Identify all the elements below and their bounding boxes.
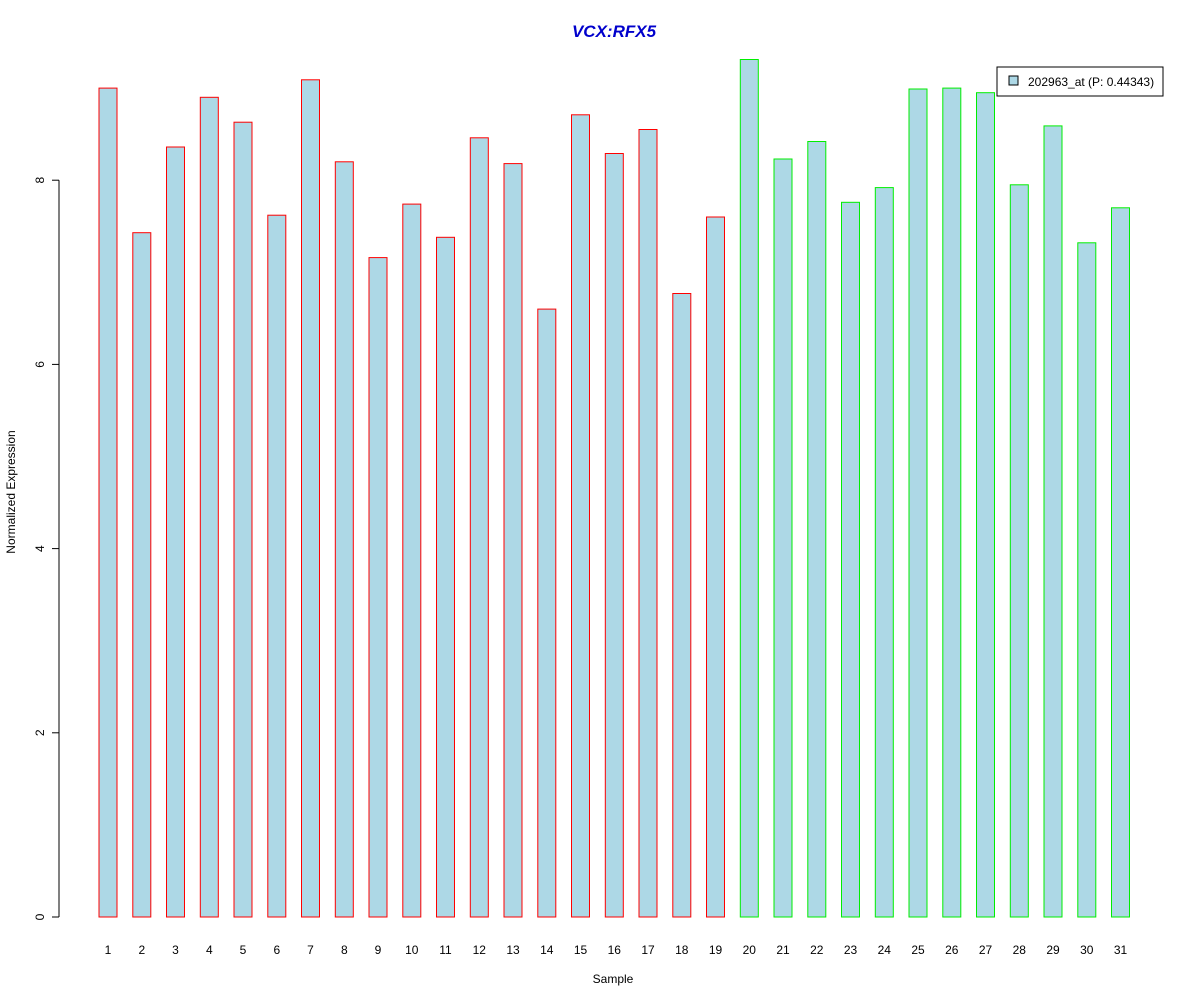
- x-tick-label: 28: [1013, 943, 1027, 957]
- x-tick-label: 13: [506, 943, 520, 957]
- bar-sample-24: [874, 187, 894, 918]
- legend-entry: 202963_at (P: 0.44343): [1028, 75, 1154, 89]
- bar-sample-12: [469, 137, 489, 918]
- x-tick-label: 24: [878, 943, 892, 957]
- x-tick-label: 25: [911, 943, 925, 957]
- bar-sample-9: [368, 257, 388, 918]
- chart-title: VCX:RFX5: [572, 22, 657, 41]
- bar-sample-15: [571, 114, 590, 918]
- bar-sample-29: [1043, 125, 1063, 918]
- x-tick-label: 30: [1080, 943, 1094, 957]
- x-tick-label: 29: [1046, 943, 1060, 957]
- x-tick-label: 3: [172, 943, 179, 957]
- x-tick-label: 4: [206, 943, 213, 957]
- bar-sample-20: [739, 59, 759, 918]
- bar-sample-17: [638, 129, 658, 918]
- x-tick-label: 14: [540, 943, 554, 957]
- x-tick-label: 20: [743, 943, 757, 957]
- bar-sample-16: [604, 153, 624, 918]
- y-tick-label: 6: [33, 361, 47, 368]
- bar-sample-23: [841, 201, 860, 918]
- bar-sample-26: [942, 87, 962, 918]
- bar-sample-8: [334, 161, 354, 918]
- x-tick-label: 17: [641, 943, 655, 957]
- legend-box: [996, 66, 1164, 97]
- y-tick-label: 0: [33, 913, 47, 920]
- x-tick-label: 18: [675, 943, 689, 957]
- x-tick-label: 6: [273, 943, 280, 957]
- y-tick-label: 2: [33, 729, 47, 736]
- x-tick-label: 21: [776, 943, 790, 957]
- bar-sample-18: [672, 293, 692, 918]
- bar-sample-14: [537, 308, 557, 918]
- bar-sample-13: [503, 163, 523, 918]
- legend: 202963_at (P: 0.44343): [996, 66, 1164, 97]
- x-tick-label: 26: [945, 943, 959, 957]
- x-tick-label: 2: [138, 943, 145, 957]
- y-axis: 0 2 4 6 8: [33, 177, 60, 920]
- x-tick-label: 27: [979, 943, 993, 957]
- x-tick-label: 12: [473, 943, 487, 957]
- x-tick-label: 16: [608, 943, 622, 957]
- x-tick-label: 23: [844, 943, 858, 957]
- x-tick-label: 19: [709, 943, 723, 957]
- y-tick-label: 4: [33, 545, 47, 552]
- bar-sample-4: [199, 96, 219, 918]
- bar-sample-30: [1077, 242, 1097, 918]
- bar-sample-11: [436, 236, 455, 918]
- bar-sample-2: [132, 232, 152, 918]
- x-tick-label: 15: [574, 943, 588, 957]
- bar-sample-7: [301, 79, 320, 918]
- y-tick-label: 8: [33, 177, 47, 184]
- x-tick-label: 31: [1114, 943, 1128, 957]
- bar-sample-31: [1111, 207, 1130, 918]
- x-tick-label: 22: [810, 943, 824, 957]
- bar-sample-10: [402, 203, 422, 918]
- x-tick-label: 8: [341, 943, 348, 957]
- x-tick-label: 9: [375, 943, 382, 957]
- bar-sample-27: [976, 92, 995, 918]
- bar-sample-19: [706, 216, 725, 918]
- x-tick-label: 1: [105, 943, 112, 957]
- bars: [98, 59, 1130, 918]
- x-axis-label: Sample: [593, 972, 634, 986]
- bar-sample-3: [166, 146, 185, 918]
- x-tick-label: 10: [405, 943, 419, 957]
- x-tick-label: 7: [307, 943, 314, 957]
- x-tick-label: 5: [240, 943, 247, 957]
- bar-sample-1: [98, 87, 118, 918]
- bar-sample-5: [233, 121, 253, 918]
- bar-sample-25: [908, 88, 928, 918]
- bar-sample-21: [773, 158, 793, 918]
- bar-sample-22: [807, 141, 827, 918]
- bar-sample-6: [267, 214, 287, 918]
- legend-swatch: [1008, 75, 1019, 86]
- y-axis-label: Normalized Expression: [4, 430, 18, 553]
- bar-sample-28: [1009, 184, 1029, 918]
- x-tick-labels: 1 2 3 4 5 6 7 8 9 10 11 12 13 14 15 16 17 18 19 20 21 22 23 24 2…: [105, 943, 1128, 957]
- x-tick-label: 11: [439, 943, 452, 957]
